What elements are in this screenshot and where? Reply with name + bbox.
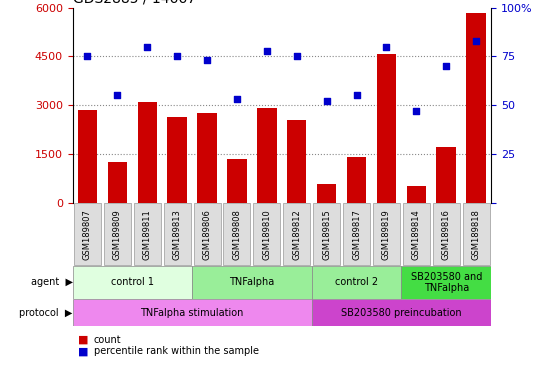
Text: GSM189817: GSM189817 — [352, 209, 361, 260]
Bar — [436, 147, 456, 203]
FancyBboxPatch shape — [403, 204, 430, 265]
Text: GDS2885 / 14667: GDS2885 / 14667 — [73, 0, 195, 5]
Text: TNFalpha stimulation: TNFalpha stimulation — [141, 308, 244, 318]
Point — [262, 48, 271, 54]
Bar — [466, 13, 486, 203]
FancyBboxPatch shape — [312, 299, 491, 326]
Point — [382, 44, 391, 50]
Point — [322, 98, 331, 104]
FancyBboxPatch shape — [373, 204, 400, 265]
Point — [442, 63, 451, 69]
Text: control 2: control 2 — [335, 277, 378, 288]
Bar — [347, 157, 366, 203]
Text: percentile rank within the sample: percentile rank within the sample — [94, 346, 259, 356]
Bar — [78, 110, 97, 203]
Text: GSM189810: GSM189810 — [262, 209, 271, 260]
Text: GSM189812: GSM189812 — [292, 209, 301, 260]
Bar — [167, 117, 187, 203]
Point — [292, 53, 301, 60]
FancyBboxPatch shape — [253, 204, 280, 265]
Text: TNFalpha: TNFalpha — [229, 277, 275, 288]
Point — [113, 93, 122, 99]
FancyBboxPatch shape — [463, 204, 489, 265]
Text: GSM189813: GSM189813 — [172, 209, 182, 260]
Point — [412, 108, 421, 114]
Text: agent  ▶: agent ▶ — [31, 277, 73, 288]
FancyBboxPatch shape — [163, 204, 191, 265]
Bar — [198, 113, 217, 203]
Text: GSM189818: GSM189818 — [472, 209, 480, 260]
FancyBboxPatch shape — [283, 204, 310, 265]
Point — [233, 96, 242, 103]
Bar — [377, 54, 396, 203]
FancyBboxPatch shape — [104, 204, 131, 265]
Text: SB203580 and
TNFalpha: SB203580 and TNFalpha — [411, 271, 482, 293]
FancyBboxPatch shape — [343, 204, 370, 265]
Text: GSM189808: GSM189808 — [233, 209, 242, 260]
Bar — [257, 108, 277, 203]
FancyBboxPatch shape — [401, 266, 491, 299]
Text: GSM189809: GSM189809 — [113, 209, 122, 260]
Text: GSM189811: GSM189811 — [143, 209, 152, 260]
Text: count: count — [94, 335, 122, 345]
Point — [83, 53, 92, 60]
FancyBboxPatch shape — [73, 266, 192, 299]
Point — [352, 93, 361, 99]
Text: GSM189806: GSM189806 — [203, 209, 211, 260]
Bar — [287, 120, 306, 203]
FancyBboxPatch shape — [313, 204, 340, 265]
FancyBboxPatch shape — [312, 266, 401, 299]
Point — [143, 44, 152, 50]
Bar — [227, 159, 247, 203]
FancyBboxPatch shape — [224, 204, 251, 265]
FancyBboxPatch shape — [134, 204, 161, 265]
FancyBboxPatch shape — [194, 204, 220, 265]
Text: GSM189814: GSM189814 — [412, 209, 421, 260]
FancyBboxPatch shape — [192, 266, 312, 299]
Point — [203, 57, 211, 63]
FancyBboxPatch shape — [74, 204, 101, 265]
Text: SB203580 preincubation: SB203580 preincubation — [341, 308, 461, 318]
Text: GSM189815: GSM189815 — [322, 209, 331, 260]
FancyBboxPatch shape — [433, 204, 460, 265]
Bar — [108, 162, 127, 203]
Point — [173, 53, 182, 60]
Text: ■: ■ — [78, 346, 89, 356]
Text: control 1: control 1 — [111, 277, 154, 288]
Text: protocol  ▶: protocol ▶ — [19, 308, 73, 318]
Point — [472, 38, 480, 44]
Text: GSM189807: GSM189807 — [83, 209, 92, 260]
Text: GSM189819: GSM189819 — [382, 209, 391, 260]
Bar — [138, 102, 157, 203]
Bar — [407, 186, 426, 203]
Text: GSM189816: GSM189816 — [442, 209, 451, 260]
FancyBboxPatch shape — [73, 299, 312, 326]
Text: ■: ■ — [78, 335, 89, 345]
Bar — [317, 184, 336, 203]
